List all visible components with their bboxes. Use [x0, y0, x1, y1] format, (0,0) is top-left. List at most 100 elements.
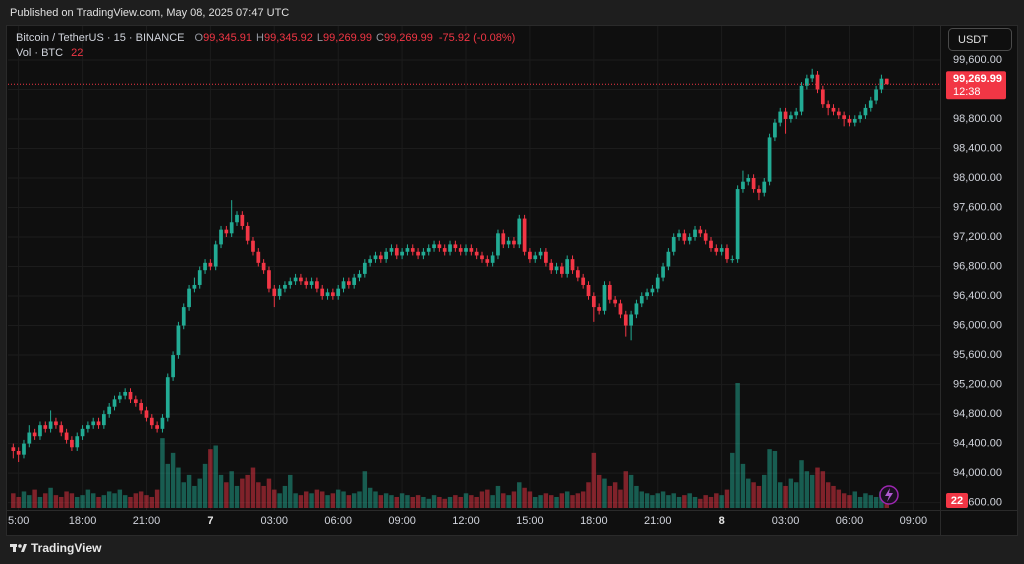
candle-body: [112, 399, 117, 407]
candle-body: [54, 421, 58, 426]
volume-bar: [53, 495, 59, 508]
x-tick-label: 09:00: [900, 515, 928, 527]
volume-bar: [533, 496, 538, 508]
candle-body: [714, 248, 719, 252]
volume-bar: [548, 495, 554, 508]
volume-bar: [698, 498, 703, 508]
volume-bar: [607, 485, 613, 508]
volume-bar: [383, 493, 389, 508]
volume-bar: [112, 493, 117, 508]
candle-body: [416, 251, 420, 256]
candle-body: [778, 111, 783, 123]
volume-bar: [511, 491, 517, 508]
candle-body: [730, 259, 735, 261]
candle-body: [789, 115, 793, 119]
candle-body: [22, 443, 26, 455]
volume-bar: [85, 489, 91, 508]
volume-bar: [229, 471, 234, 508]
candle-body: [874, 89, 878, 101]
volume-bar: [192, 485, 197, 508]
y-tick-label: 94,000.00: [953, 467, 1002, 479]
candle-body: [629, 314, 633, 326]
x-tick-label: 21:00: [133, 515, 161, 527]
volume-bar: [266, 478, 272, 508]
candle-body: [288, 281, 293, 285]
volume-bar: [501, 493, 506, 508]
volume-bar: [506, 495, 511, 508]
candle-body: [426, 248, 431, 252]
candle-body: [299, 277, 303, 282]
footer-logo: [10, 544, 27, 552]
candle-body: [256, 251, 261, 263]
currency-label: USDT: [958, 34, 988, 46]
volume-bar: [777, 482, 783, 508]
candle-body: [240, 214, 245, 226]
volume-bar: [724, 489, 730, 508]
candle-body: [528, 251, 532, 260]
volume-bar: [426, 498, 431, 508]
candle-body: [245, 225, 250, 241]
candle-body: [197, 270, 202, 285]
x-tick-label: 8: [719, 515, 725, 527]
candle-body: [693, 229, 697, 238]
candle-body: [650, 288, 655, 293]
y-tick-label: 97,200.00: [953, 231, 1002, 243]
candle-body: [368, 259, 373, 263]
candle-body: [229, 222, 234, 234]
candle-body: [315, 281, 319, 289]
x-tick-label: 03:00: [772, 515, 800, 527]
volume-bar: [453, 495, 458, 508]
volume-bar: [314, 489, 320, 508]
candle-body: [634, 303, 639, 315]
candle-body: [48, 421, 53, 429]
candle-body: [863, 107, 868, 116]
volume-bar: [522, 487, 527, 508]
candle-body: [224, 229, 229, 234]
y-tick-label: 94,800.00: [953, 408, 1002, 420]
candle-body: [11, 447, 16, 451]
volume-bar: [122, 495, 128, 508]
volume-bar: [202, 463, 208, 508]
volume-bar: [224, 482, 229, 508]
candle-body: [480, 255, 484, 260]
candle-body: [96, 421, 101, 426]
candle-body: [757, 189, 761, 193]
candle-body: [607, 284, 612, 300]
volume-bar: [538, 495, 543, 508]
candle-body: [549, 262, 554, 271]
candle-body: [219, 229, 223, 245]
volume-bar: [325, 495, 330, 508]
candle-body: [336, 288, 341, 297]
candle-body: [203, 262, 207, 271]
candle-body: [618, 303, 623, 315]
volume-bar: [21, 491, 27, 508]
currency-box[interactable]: [948, 28, 1012, 51]
volume-bar: [517, 482, 522, 508]
volume-bar: [240, 478, 245, 508]
x-tick-label: 12:00: [452, 515, 480, 527]
logo-part: [21, 544, 27, 552]
candle-body: [272, 288, 277, 297]
candle-body: [623, 314, 628, 326]
volume-bar: [783, 485, 788, 508]
candle-body: [581, 277, 586, 285]
volume-bar: [234, 485, 240, 508]
candle-body: [123, 391, 128, 396]
candle-body: [165, 377, 170, 418]
candle-body: [384, 251, 388, 260]
candle-body: [432, 244, 436, 249]
candle-body: [192, 284, 197, 289]
candle-body: [149, 417, 154, 426]
last-price-tag: [946, 71, 1006, 100]
symbol-legend: Bitcoin / TetherUS · 15 · BINANCE O99,345…: [16, 32, 515, 44]
candle-body: [464, 248, 468, 252]
volume-bar: [570, 495, 575, 508]
candle-body: [442, 248, 447, 252]
volume-bar: [639, 491, 644, 508]
volume-bar: [788, 478, 794, 508]
volume-bars: [11, 383, 889, 508]
candle-body: [591, 296, 596, 308]
candle-body: [575, 270, 580, 278]
candle-body: [410, 248, 415, 252]
candle-body: [570, 259, 575, 271]
